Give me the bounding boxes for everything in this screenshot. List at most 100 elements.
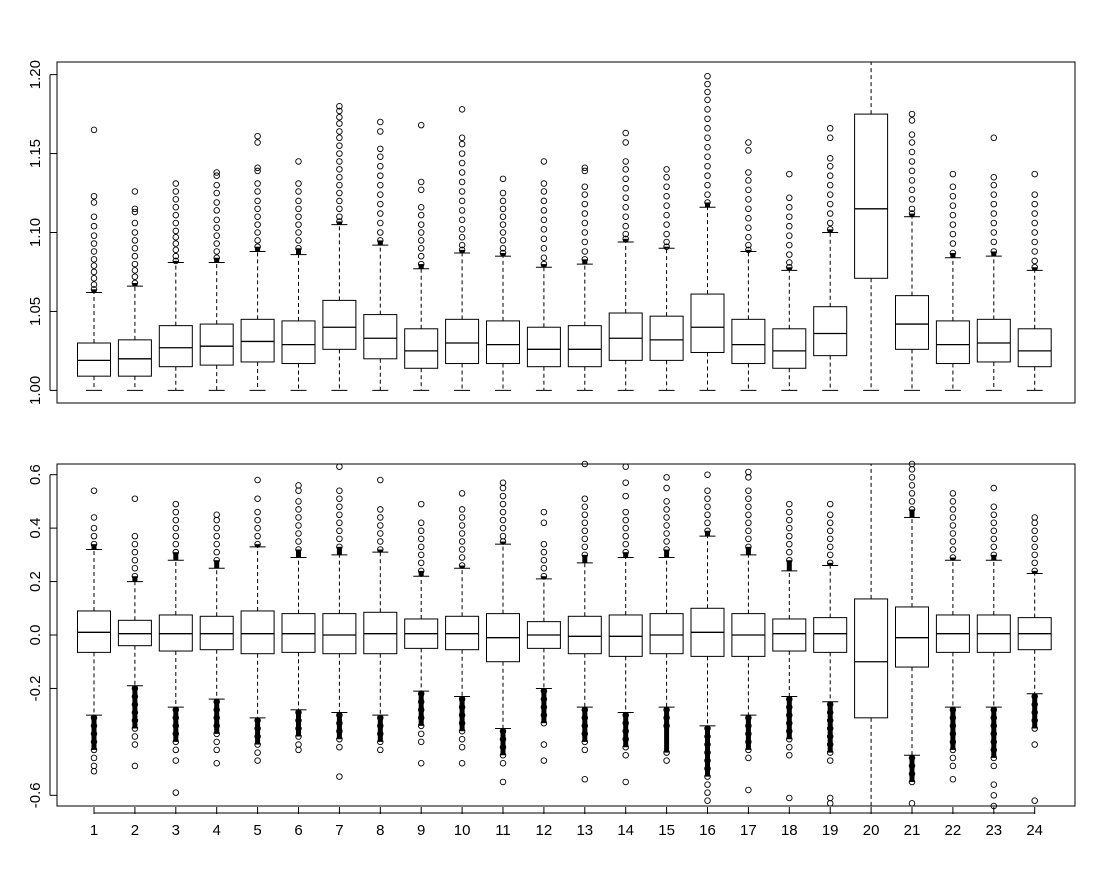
- outlier-point: [131, 540, 139, 548]
- box-bottom-18: [772, 500, 807, 802]
- outlier-point: [949, 514, 957, 521]
- outlier-point: [622, 175, 629, 183]
- outlier-point: [745, 241, 752, 249]
- outlier-point: [704, 181, 711, 189]
- x-tick-label: 9: [417, 822, 425, 839]
- outlier-point: [458, 207, 466, 214]
- outlier-point: [499, 189, 507, 197]
- outlier-point: [663, 202, 670, 209]
- outlier-point: [131, 205, 139, 213]
- outlier-point: [826, 181, 834, 189]
- outlier-point: [990, 181, 998, 189]
- box-top-3: [158, 180, 193, 391]
- outlier-point: [540, 741, 548, 748]
- outlier-point: [213, 540, 220, 548]
- outlier-point: [949, 546, 957, 553]
- outlier-point: [704, 153, 711, 160]
- outlier-point: [826, 200, 834, 208]
- outlier-point: [172, 188, 180, 195]
- outlier-point: [336, 142, 343, 149]
- outlier-point: [745, 147, 752, 154]
- outlier-point: [417, 121, 425, 129]
- box-bottom-20: [854, 464, 889, 806]
- outlier-point: [499, 500, 507, 508]
- outlier-point: [499, 778, 507, 786]
- outlier-point: [377, 181, 384, 189]
- outlier-point: [581, 164, 589, 172]
- outlier-point: [213, 516, 220, 524]
- outlier-point: [131, 548, 139, 556]
- outlier-point: [131, 733, 139, 740]
- outlier-point: [540, 197, 548, 205]
- box-top-17: [731, 139, 766, 391]
- outlier-point: [786, 794, 793, 802]
- outlier-point: [458, 178, 466, 186]
- y-tick-label-bottom: -0.6: [27, 782, 44, 808]
- x-tick-label: 18: [781, 822, 798, 839]
- outlier-point: [786, 524, 793, 532]
- outlier-point: [949, 776, 957, 783]
- outlier-point: [826, 511, 834, 519]
- outlier-point: [990, 781, 998, 788]
- outlier-point: [172, 257, 180, 265]
- outlier-point: [213, 181, 220, 189]
- outlier-point: [131, 252, 139, 260]
- outlier-point: [172, 211, 180, 219]
- outlier-point: [663, 192, 670, 200]
- box-iqr: [649, 315, 684, 361]
- box-top-13: [567, 164, 602, 391]
- outlier-point: [254, 516, 261, 524]
- outlier-point: [949, 522, 957, 529]
- box-iqr: [895, 606, 929, 668]
- outlier-point: [131, 273, 139, 280]
- outlier-point: [1031, 535, 1038, 543]
- outlier-point: [704, 96, 711, 104]
- outlier-point: [254, 132, 261, 140]
- box-iqr: [158, 614, 193, 652]
- outlier-point: [745, 246, 752, 254]
- outlier-point: [908, 474, 916, 481]
- outlier-point: [458, 216, 466, 224]
- box-iqr: [895, 295, 929, 350]
- box-bottom-11: [486, 479, 520, 786]
- outlier-point: [377, 229, 384, 236]
- box-iqr: [281, 613, 316, 653]
- outlier-point: [377, 118, 384, 126]
- outlier-point: [1031, 219, 1038, 227]
- box-iqr: [772, 328, 807, 369]
- outlier-point: [131, 260, 139, 268]
- outlier-point: [172, 524, 180, 532]
- outlier-point: [417, 527, 425, 535]
- outlier-point: [254, 237, 261, 244]
- outlier-point: [826, 794, 834, 802]
- outlier-point: [254, 532, 261, 540]
- box-iqr: [772, 618, 807, 652]
- outlier-point: [908, 110, 916, 118]
- box-bottom-7: [322, 463, 357, 780]
- outlier-point: [172, 789, 180, 796]
- outlier-point: [254, 205, 261, 213]
- outlier-point: [581, 495, 589, 502]
- outlier-point: [377, 210, 384, 217]
- x-tick-label: 22: [945, 822, 962, 839]
- x-tick-label: 23: [985, 822, 1002, 839]
- y-tick-label-top: 1.15: [27, 139, 44, 168]
- outlier-point: [826, 172, 834, 179]
- outlier-point: [1031, 514, 1038, 521]
- outlier-point: [172, 227, 180, 235]
- outlier-point: [949, 762, 957, 770]
- box-bottom-23: [976, 484, 1011, 810]
- outlier-point: [704, 162, 711, 170]
- outlier-point: [990, 210, 998, 217]
- outlier-point: [949, 554, 957, 561]
- outlier-point: [949, 498, 957, 505]
- x-tick-label: 17: [740, 822, 757, 839]
- box-iqr: [445, 318, 480, 365]
- outlier-point: [908, 186, 916, 194]
- outlier-point: [499, 508, 507, 516]
- outlier-point: [295, 741, 302, 748]
- box-bottom-14: [608, 463, 643, 786]
- outlier-point: [826, 134, 834, 142]
- outlier-point: [949, 183, 957, 190]
- outlier-point: [704, 125, 711, 132]
